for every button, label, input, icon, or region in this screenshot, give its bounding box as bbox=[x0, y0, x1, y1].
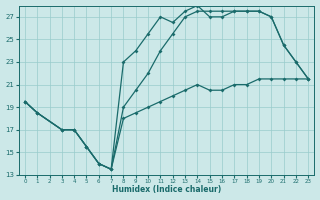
X-axis label: Humidex (Indice chaleur): Humidex (Indice chaleur) bbox=[112, 185, 221, 194]
